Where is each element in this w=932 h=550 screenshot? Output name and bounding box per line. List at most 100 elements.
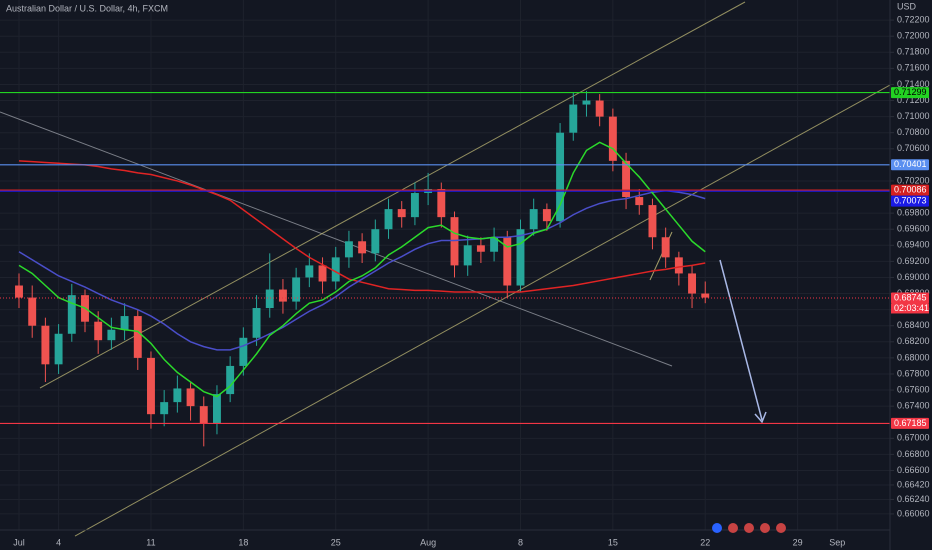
level-label-box xyxy=(891,417,929,429)
y-tick-label: 0.67600 xyxy=(897,384,930,394)
y-tick-label: 0.68000 xyxy=(897,352,930,362)
level-label: 0.70401 xyxy=(894,159,927,169)
candle-body xyxy=(67,295,76,334)
candle-body xyxy=(542,209,551,222)
event-icon xyxy=(712,523,722,533)
drawings xyxy=(0,1,891,537)
event-icon xyxy=(728,523,738,533)
candle-body xyxy=(503,237,512,286)
y-unit: USD xyxy=(897,1,917,11)
y-tick-label: 0.69400 xyxy=(897,240,930,250)
arrow xyxy=(719,259,763,421)
candle-body xyxy=(476,245,485,252)
y-tick-label: 0.71200 xyxy=(897,95,930,105)
candle-body xyxy=(252,308,261,338)
candle-body xyxy=(701,293,710,298)
candle-body xyxy=(437,188,446,218)
candle-body xyxy=(516,229,525,286)
candle-body xyxy=(648,205,657,238)
candle-body xyxy=(226,365,235,395)
level-label-box xyxy=(891,195,929,207)
candle-body xyxy=(371,229,380,254)
y-tick-label: 0.70600 xyxy=(897,143,930,153)
y-tick-label: 0.71600 xyxy=(897,63,930,73)
y-tick-label: 0.67800 xyxy=(897,368,930,378)
candle-body xyxy=(661,237,670,258)
y-tick-label: 0.69000 xyxy=(897,272,930,282)
candle-body xyxy=(595,100,604,117)
candle-body xyxy=(674,257,683,274)
x-tick-label: Jul xyxy=(13,537,25,547)
y-axis: 0.722000.720000.718000.716000.714000.712… xyxy=(13,14,929,547)
x-tick-label: 15 xyxy=(608,537,618,547)
y-tick-label: 0.66800 xyxy=(897,449,930,459)
candle-body xyxy=(463,245,472,266)
y-tick-label: 0.66240 xyxy=(897,494,930,504)
x-tick-label: Aug xyxy=(420,537,436,547)
candle-body xyxy=(186,388,195,407)
y-tick-label: 0.67400 xyxy=(897,401,930,411)
grid xyxy=(0,0,890,530)
candle-body xyxy=(344,241,353,258)
channel-line xyxy=(74,84,891,537)
y-tick-label: 0.66420 xyxy=(897,479,930,489)
level-label: 0.70086 xyxy=(894,184,927,194)
candle-body xyxy=(28,297,37,326)
x-tick-label: 8 xyxy=(518,537,523,547)
candle-body xyxy=(358,241,367,254)
candle-body xyxy=(265,289,274,309)
y-tick-label: 0.71000 xyxy=(897,111,930,121)
candle-body xyxy=(305,265,314,278)
candle-body xyxy=(622,160,631,198)
level-label-box xyxy=(891,159,929,171)
plot xyxy=(0,90,890,447)
y-tick-label: 0.69800 xyxy=(897,208,930,218)
event-icon xyxy=(744,523,754,533)
level-label: 0.71299 xyxy=(894,87,927,97)
y-tick-label: 0.68400 xyxy=(897,320,930,330)
candle-body xyxy=(94,321,103,341)
candle-body xyxy=(278,289,287,302)
level-label: 0.70073 xyxy=(894,195,927,205)
y-tick-label: 0.68200 xyxy=(897,336,930,346)
candle-body xyxy=(410,193,419,218)
candle-body xyxy=(239,337,248,366)
y-tick-label: 0.71400 xyxy=(897,79,930,89)
candle-body xyxy=(318,265,327,282)
y-tick-label: 0.70200 xyxy=(897,175,930,185)
candle-body xyxy=(120,316,129,330)
chart-title: Australian Dollar / U.S. Dollar, 4h, FXC… xyxy=(6,3,168,13)
candle-body xyxy=(490,237,499,252)
candle-body xyxy=(582,100,591,105)
event-icon xyxy=(760,523,770,533)
arrow-head xyxy=(754,411,767,424)
trend-line xyxy=(0,111,673,367)
moving-average xyxy=(18,189,706,351)
x-tick-label: 11 xyxy=(146,537,155,547)
y-tick-label: 0.66600 xyxy=(897,465,930,475)
last-price-label: 0.68745 xyxy=(894,292,927,302)
channel-line xyxy=(39,1,746,389)
event-icons xyxy=(712,523,786,533)
moving-average xyxy=(18,160,706,293)
x-tick-label: 18 xyxy=(238,537,248,547)
x-tick-label: Sep xyxy=(829,537,845,547)
candle-body xyxy=(173,388,182,403)
candle-body xyxy=(635,197,644,206)
y-tick-label: 0.72200 xyxy=(897,14,930,24)
candle-body xyxy=(331,257,340,282)
candle-body xyxy=(688,273,697,294)
y-tick-label: 0.70800 xyxy=(897,127,930,137)
candle-body xyxy=(107,329,116,341)
candle-body xyxy=(41,325,50,365)
candle-body xyxy=(529,209,538,230)
level-label-box xyxy=(891,87,929,99)
last-price-label-box xyxy=(891,292,929,304)
level-label-box xyxy=(891,184,929,196)
y-tick-label: 0.72000 xyxy=(897,31,930,41)
candle-body xyxy=(450,217,459,266)
candle-body xyxy=(15,285,23,298)
candle-body xyxy=(292,277,301,302)
